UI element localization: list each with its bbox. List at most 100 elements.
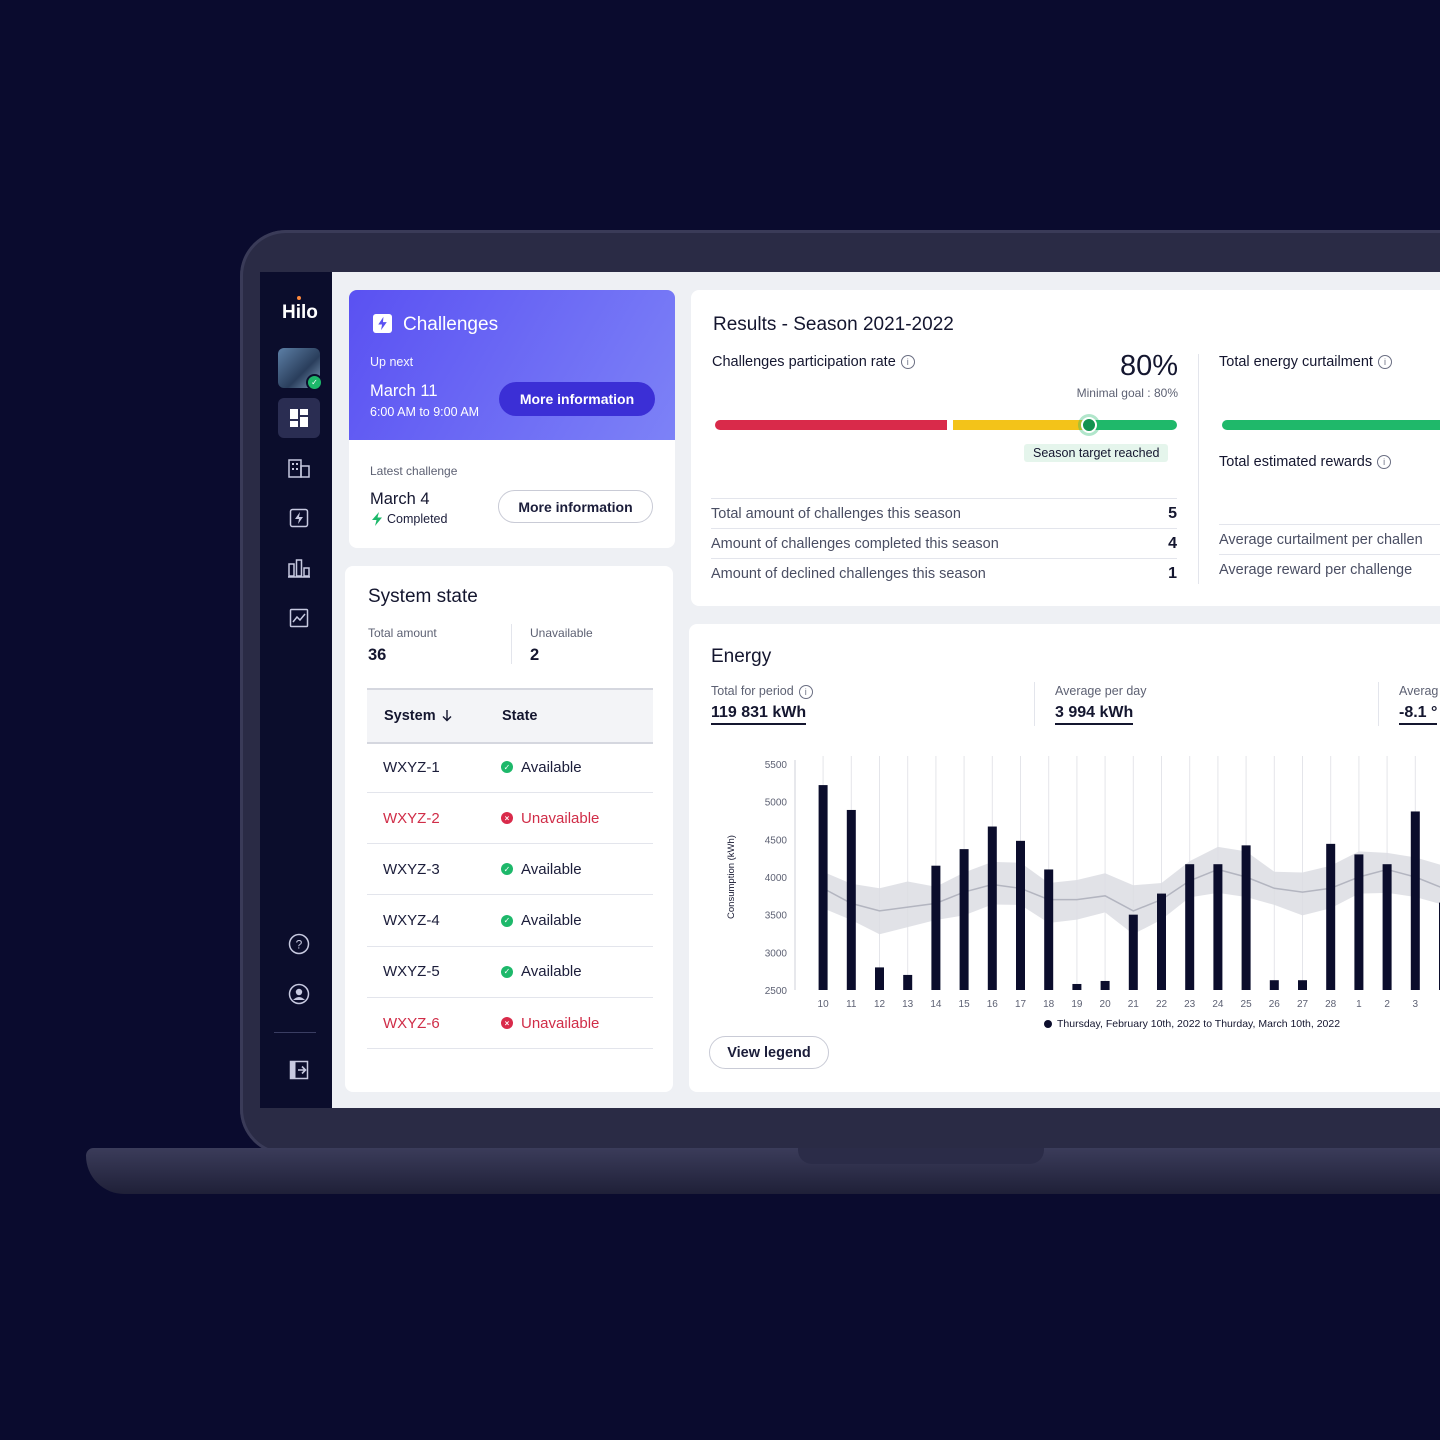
avatar[interactable]: ✓: [278, 348, 323, 391]
nav-challenges[interactable]: [278, 498, 320, 538]
bolt-icon: [289, 508, 309, 528]
view-legend-button[interactable]: View legend: [709, 1036, 829, 1069]
nav-buildings[interactable]: [278, 448, 320, 488]
table-row[interactable]: WXYZ-2 × Unavailable: [367, 793, 653, 845]
nav-dashboard[interactable]: [278, 398, 320, 438]
system-name: WXYZ-6: [383, 1014, 440, 1032]
rewards-label-text: Total estimated rewards: [1219, 454, 1373, 470]
bar: [931, 865, 941, 990]
x-tick-label: 22: [1156, 999, 1168, 1010]
season-stat-row: Amount of declined challenges this seaso…: [711, 558, 1177, 589]
up-next-label: Up next: [370, 355, 414, 369]
info-icon[interactable]: i: [1377, 455, 1392, 470]
app-logo[interactable]: Hilo: [282, 302, 318, 323]
bar: [846, 809, 856, 990]
x-tick-label: 15: [959, 999, 971, 1010]
stat-label: Amount of challenges completed this seas…: [711, 536, 999, 552]
x-tick-label: 23: [1184, 999, 1196, 1010]
unavailable-value: 2: [530, 646, 540, 664]
bar: [1044, 869, 1054, 990]
bar: [1016, 840, 1025, 990]
x-tick-label: 11: [846, 999, 857, 1010]
nav-logout[interactable]: [278, 1050, 320, 1090]
participation-value: 80%: [1119, 350, 1178, 382]
total-period-label-text: Total for period: [711, 684, 794, 698]
avg-temp-label: Averag: [1399, 684, 1439, 698]
state-label: Available: [521, 860, 582, 878]
state-label: Unavailable: [521, 809, 600, 827]
system-state-card: System state Total amount 36 Unavailable…: [345, 566, 673, 1092]
bar: [1382, 864, 1392, 990]
bar: [1100, 980, 1110, 990]
nav-reports[interactable]: [278, 548, 320, 588]
system-name: WXYZ-2: [383, 809, 440, 827]
up-next-date: March 11: [370, 382, 438, 400]
info-icon[interactable]: i: [900, 355, 915, 370]
table-row[interactable]: WXYZ-4 ✓ Available: [367, 896, 653, 947]
bar: [1354, 854, 1364, 990]
laptop-notch: [798, 1148, 1044, 1164]
check-icon: ✓: [501, 914, 513, 927]
column-header-system[interactable]: System: [367, 708, 502, 724]
info-icon[interactable]: i: [798, 684, 813, 699]
chart-legend: Thursday, February 10th, 2022 to Thurday…: [1044, 1018, 1340, 1030]
energy-divider-2: [1378, 682, 1379, 726]
error-icon: ×: [501, 1017, 513, 1029]
system-name: WXYZ-1: [383, 758, 440, 776]
table-row[interactable]: WXYZ-6 × Unavailable: [367, 998, 653, 1049]
x-tick-label: 19: [1071, 999, 1083, 1010]
season-stat-row: Amount of challenges completed this seas…: [711, 528, 1177, 559]
info-icon[interactable]: i: [1377, 355, 1392, 370]
avg-temp-value: -8.1 °: [1399, 704, 1438, 725]
dashboard-icon: [290, 409, 308, 427]
arrow-down-icon: [442, 710, 452, 722]
sidebar: Hilo ✓ ?: [260, 272, 332, 1108]
check-icon: ✓: [501, 965, 513, 978]
latest-challenge-date: March 4: [370, 490, 430, 508]
nav-profile[interactable]: [278, 974, 320, 1014]
table-row[interactable]: WXYZ-1 ✓ Available: [367, 742, 653, 793]
x-tick-label: 16: [987, 999, 999, 1010]
y-axis-label: Consumption (kWh): [726, 835, 737, 919]
consumption-range-band: [823, 846, 1440, 935]
challenges-card-latest: Latest challenge March 4 Completed More …: [349, 440, 675, 548]
stat-label: Amount of declined challenges this seaso…: [711, 566, 986, 582]
participation-marker[interactable]: [1078, 414, 1100, 436]
legend-dot: [1044, 1020, 1052, 1028]
x-tick-label: 17: [1015, 999, 1027, 1010]
curtailment-label-text: Total energy curtailment: [1219, 354, 1373, 370]
nav-analytics[interactable]: [278, 598, 320, 638]
up-next-more-info-button[interactable]: More information: [499, 382, 655, 416]
screen: Hilo ✓ ? Challenges: [260, 272, 1440, 1108]
latest-more-info-button[interactable]: More information: [498, 490, 653, 523]
bar-red-segment: [715, 420, 947, 430]
check-icon: ✓: [501, 761, 513, 773]
avg-reward-row: Average reward per challenge: [1219, 554, 1440, 585]
nav-help[interactable]: ?: [278, 924, 320, 964]
x-tick-label: 18: [1043, 999, 1055, 1010]
column-header-state[interactable]: State: [502, 708, 538, 724]
table-row[interactable]: WXYZ-3 ✓ Available: [367, 844, 653, 896]
x-tick-label: 10: [818, 999, 830, 1010]
bar: [1072, 983, 1082, 990]
x-tick-label: 28: [1325, 999, 1337, 1010]
nav-divider: [274, 1032, 316, 1033]
season-stat-row: Total amount of challenges this season 5: [711, 498, 1177, 529]
x-tick-label: 13: [902, 999, 914, 1010]
bar: [1241, 845, 1251, 990]
table-row[interactable]: WXYZ-5 ✓ Available: [367, 947, 653, 998]
minimal-goal: Minimal goal : 80%: [1076, 386, 1178, 400]
system-state: × Unavailable: [501, 810, 599, 827]
state-label: Available: [521, 758, 582, 776]
results-divider: [1198, 354, 1199, 584]
x-tick-label: 24: [1212, 999, 1224, 1010]
y-tick-label: 3000: [765, 948, 788, 959]
curtailment-bar: [1222, 420, 1440, 430]
energy-card: Energy Total for period i 119 831 kWh Ave…: [689, 624, 1440, 1092]
bar: [1298, 980, 1307, 990]
check-icon: ✓: [501, 863, 513, 876]
bar-chart-icon: [288, 559, 310, 578]
error-icon: ×: [501, 812, 513, 825]
participation-label-text: Challenges participation rate: [712, 354, 896, 370]
user-icon: [288, 983, 310, 1005]
